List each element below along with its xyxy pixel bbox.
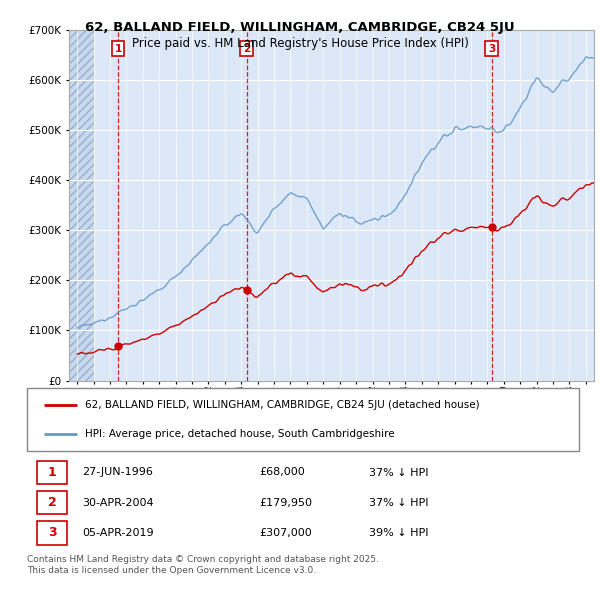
Text: Price paid vs. HM Land Registry's House Price Index (HPI): Price paid vs. HM Land Registry's House … [131, 37, 469, 50]
Text: £68,000: £68,000 [259, 467, 305, 477]
Text: 3: 3 [488, 44, 495, 54]
Bar [69, 30, 94, 381]
Text: 62, BALLAND FIELD, WILLINGHAM, CAMBRIDGE, CB24 5JU: 62, BALLAND FIELD, WILLINGHAM, CAMBRIDGE… [85, 21, 515, 34]
Text: Contains HM Land Registry data © Crown copyright and database right 2025.
This d: Contains HM Land Registry data © Crown c… [27, 555, 379, 575]
Text: £179,950: £179,950 [259, 498, 312, 507]
Text: 62, BALLAND FIELD, WILLINGHAM, CAMBRIDGE, CB24 5JU (detached house): 62, BALLAND FIELD, WILLINGHAM, CAMBRIDGE… [85, 401, 479, 411]
Text: 3: 3 [48, 526, 56, 539]
Text: £307,000: £307,000 [259, 528, 311, 538]
Text: 30-APR-2004: 30-APR-2004 [82, 498, 154, 507]
Text: 1: 1 [115, 44, 122, 54]
Text: 37% ↓ HPI: 37% ↓ HPI [369, 467, 429, 477]
Text: 39% ↓ HPI: 39% ↓ HPI [369, 528, 429, 538]
Bar [37, 521, 67, 545]
Bar [37, 461, 67, 484]
Text: 05-APR-2019: 05-APR-2019 [82, 528, 154, 538]
Text: HPI: Average price, detached house, South Cambridgeshire: HPI: Average price, detached house, Sout… [85, 428, 395, 438]
Bar [37, 491, 67, 514]
Text: 2: 2 [48, 496, 56, 509]
Text: 2: 2 [243, 44, 250, 54]
Text: 27-JUN-1996: 27-JUN-1996 [82, 467, 153, 477]
Text: 37% ↓ HPI: 37% ↓ HPI [369, 498, 429, 507]
Text: 1: 1 [48, 466, 56, 479]
